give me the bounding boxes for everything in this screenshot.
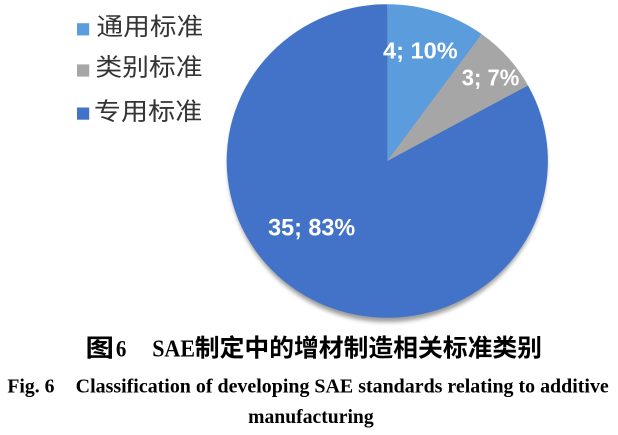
svg-text:35; 83%: 35; 83%	[268, 215, 355, 241]
svg-text:6: 6	[116, 336, 127, 361]
svg-text:4; 10%: 4; 10%	[383, 37, 458, 63]
svg-text:SAE: SAE	[152, 336, 195, 362]
svg-text:Fig. 6: Fig. 6	[7, 376, 54, 397]
svg-text:3; 7%: 3; 7%	[462, 64, 520, 90]
svg-text:Classification of developing S: Classification of developing SAE standar…	[76, 376, 609, 397]
svg-text:manufacturing: manufacturing	[248, 407, 374, 428]
